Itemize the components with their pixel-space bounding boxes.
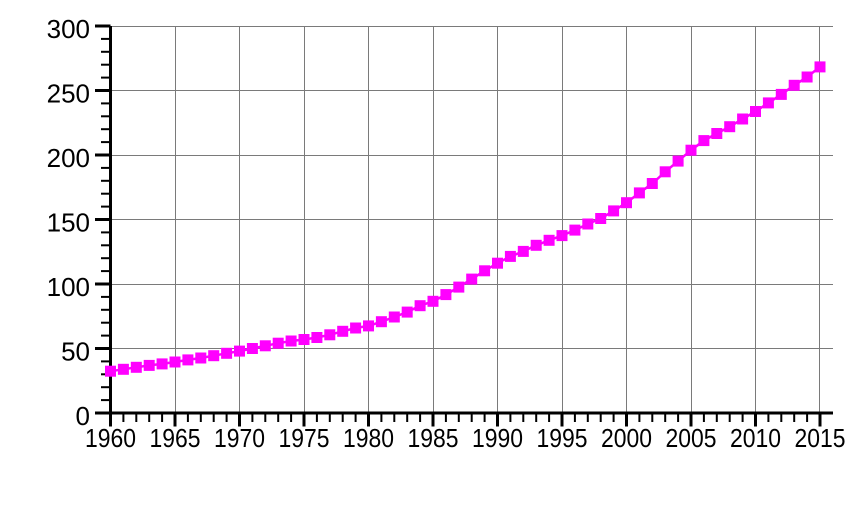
svg-text:150: 150 — [47, 207, 90, 237]
svg-text:1965: 1965 — [150, 423, 201, 453]
svg-text:1980: 1980 — [343, 423, 394, 453]
svg-text:1990: 1990 — [472, 423, 523, 453]
svg-text:2010: 2010 — [730, 423, 781, 453]
svg-text:2005: 2005 — [666, 423, 717, 453]
svg-text:300: 300 — [47, 14, 90, 44]
svg-text:1995: 1995 — [537, 423, 588, 453]
svg-text:2000: 2000 — [601, 423, 652, 453]
svg-text:1975: 1975 — [279, 423, 330, 453]
svg-text:2015: 2015 — [795, 423, 846, 453]
svg-text:0: 0 — [76, 401, 90, 431]
svg-text:1970: 1970 — [214, 423, 265, 453]
svg-text:250: 250 — [47, 78, 90, 108]
svg-text:200: 200 — [47, 143, 90, 173]
svg-text:100: 100 — [47, 272, 90, 302]
svg-text:1960: 1960 — [85, 423, 136, 453]
svg-text:50: 50 — [61, 336, 90, 366]
svg-text:1985: 1985 — [408, 423, 459, 453]
